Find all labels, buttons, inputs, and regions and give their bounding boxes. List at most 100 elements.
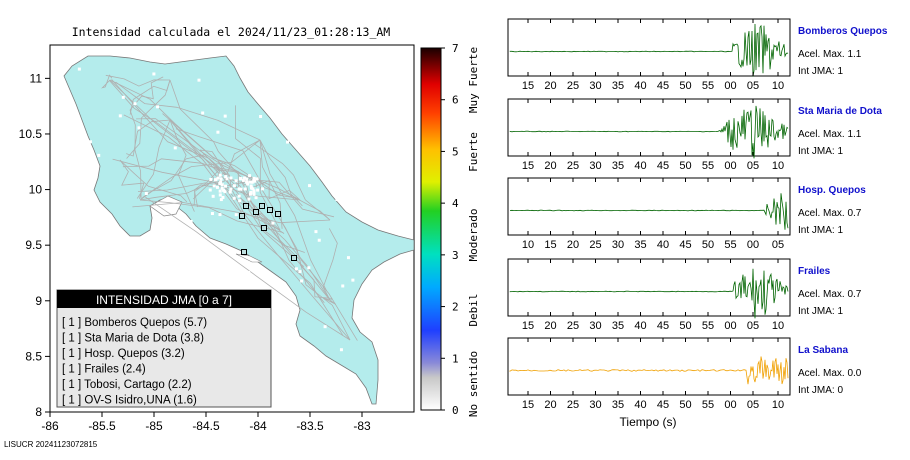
waveform-tick-label: 00 [724,320,736,332]
colorbar-zone-label: Debil [467,293,480,326]
road [129,76,164,111]
lon-tick-label: -86 [41,419,59,433]
station-point [351,278,355,282]
waveform-trace [509,356,789,385]
station-point [259,115,263,119]
station-point [335,198,339,202]
waveform-tick-label: 20 [567,239,579,251]
waveform-tick-label: 20 [544,399,556,411]
road [169,119,305,268]
station-point [294,267,298,271]
colorbar-tick: 5 [452,145,459,158]
station-point [219,177,223,181]
accel-max-label: Acel. Max. 0.7 [798,208,862,219]
legend-title: INTENSIDAD JMA [0 a 7] [96,293,232,307]
station-point [271,221,275,225]
lat-tick-label: 9.5 [25,238,42,252]
waveform-tick-label: 45 [657,80,669,92]
lat-tick-label: 10.5 [19,127,43,141]
station-point [298,270,302,274]
station-point [254,196,258,200]
waveform-tick-label: 45 [679,239,691,251]
station-point [234,179,238,183]
station-point [71,109,75,113]
road [136,119,171,199]
station-point [256,188,260,192]
station-point [229,261,233,265]
station-point [339,348,343,352]
road [255,179,335,218]
station-point [238,177,242,181]
longitude-ticks: -86 -85.5 -85 -84.5 -84 -83.5 -83 [41,412,371,433]
station-point [216,130,220,134]
station-point [229,176,233,180]
station-point [247,270,251,274]
waveform-tick-label: 40 [634,399,646,411]
station-point [237,194,241,198]
waveform-trace [509,193,789,230]
legend-item: [ 1 ] Sta Maria de Dota (3.8) [62,333,204,345]
station-square [239,213,245,219]
colorbar-tick: 2 [452,301,459,314]
waveform-panel: 10 15 20 25 30 35 40 45 50 55 00 05 Hosp. Quepos Acel… [507,177,866,251]
waveform-trace [509,105,789,159]
station-square [291,255,297,261]
station-point [308,184,312,188]
station-point [248,192,252,196]
waveform-tick-label: 45 [657,399,669,411]
station-point [219,198,223,202]
intensity-colorbar: 0 1 2 3 4 5 6 7 No sentido Debil Moderado Fuerte Mu… [420,42,480,417]
station-point [252,192,256,196]
road [254,143,331,221]
accel-max-label: Acel. Max. 1.1 [798,49,862,60]
waveform-tick-label: 40 [634,80,646,92]
waveform-panel: 15 20 25 30 35 40 45 50 55 00 05 10 Frailes Acel. Max… [507,258,862,332]
colorbar-tick: 0 [452,404,459,417]
station-point [156,105,160,109]
colorbar-tick: 7 [452,42,459,55]
waveform-tick-label: 50 [679,399,691,411]
station-point [223,114,227,118]
station-point [115,237,119,241]
waveform-tick-label: 30 [589,80,601,92]
station-point [245,180,249,184]
waveform-tick-label: 25 [589,239,601,251]
waveform-tick-label: 30 [589,399,601,411]
road [251,179,301,201]
road [109,79,254,181]
waveform-tick-label: 35 [634,239,646,251]
station-point [246,182,250,186]
road [169,79,246,183]
lat-tick-label: 8.5 [25,349,42,363]
station-point [71,160,75,164]
waveform-tick-label: 10 [772,80,784,92]
road [281,222,351,341]
station-point [323,325,327,329]
station-point [118,114,122,118]
int-jma-label: Int JMA: 1 [798,306,843,317]
station-point [285,333,289,337]
waveform-tick-label: 20 [544,160,556,172]
station-point [291,123,295,127]
station-point [75,161,79,165]
station-point [209,177,213,181]
lon-tick-label: -84.5 [192,419,220,433]
int-jma-label: Int JMA: 1 [798,146,843,157]
station-point [133,102,137,106]
legend-item: [ 1 ] OV-S Isidro,UNA (1.6) [62,395,197,407]
waveform-tick-label: 45 [657,320,669,332]
station-name: Bomberos Quepos [798,26,888,37]
waveform-tick-label: 55 [702,399,714,411]
road [322,228,338,301]
waveform-trace [509,268,789,319]
station-point [251,187,255,191]
station-point [239,187,243,191]
waveform-tick-label: 35 [612,80,624,92]
colorbar-tick: 4 [452,197,459,210]
road [235,105,281,231]
station-point [245,177,249,181]
colorbar-tick: 1 [452,352,459,365]
station-point [201,111,205,115]
station-point [197,78,201,82]
